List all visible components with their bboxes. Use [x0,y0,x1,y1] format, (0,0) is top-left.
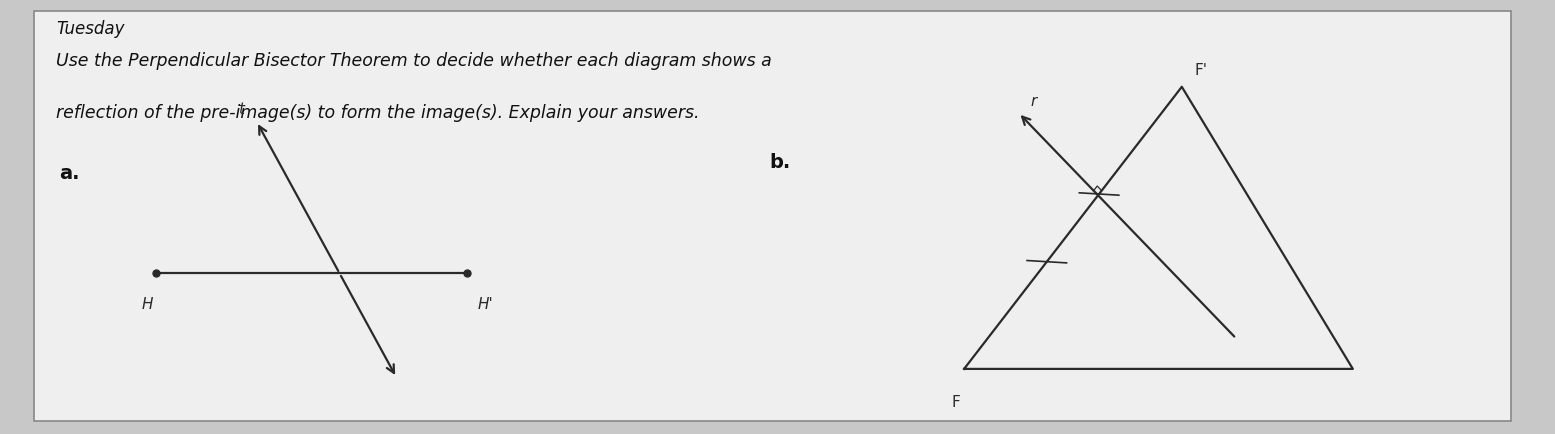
Text: a.: a. [59,164,79,183]
Text: Tuesday: Tuesday [56,20,124,37]
Text: H': H' [477,297,493,312]
Text: t: t [238,102,244,117]
Text: reflection of the pre-image(s) to form the image(s). Explain your answers.: reflection of the pre-image(s) to form t… [56,104,700,122]
Text: H: H [142,297,154,312]
Text: r: r [1031,93,1037,108]
Text: F': F' [1194,63,1207,78]
Text: Use the Perpendicular Bisector Theorem to decide whether each diagram shows a: Use the Perpendicular Bisector Theorem t… [56,52,771,70]
Text: F: F [952,395,961,410]
Text: b.: b. [770,153,791,172]
